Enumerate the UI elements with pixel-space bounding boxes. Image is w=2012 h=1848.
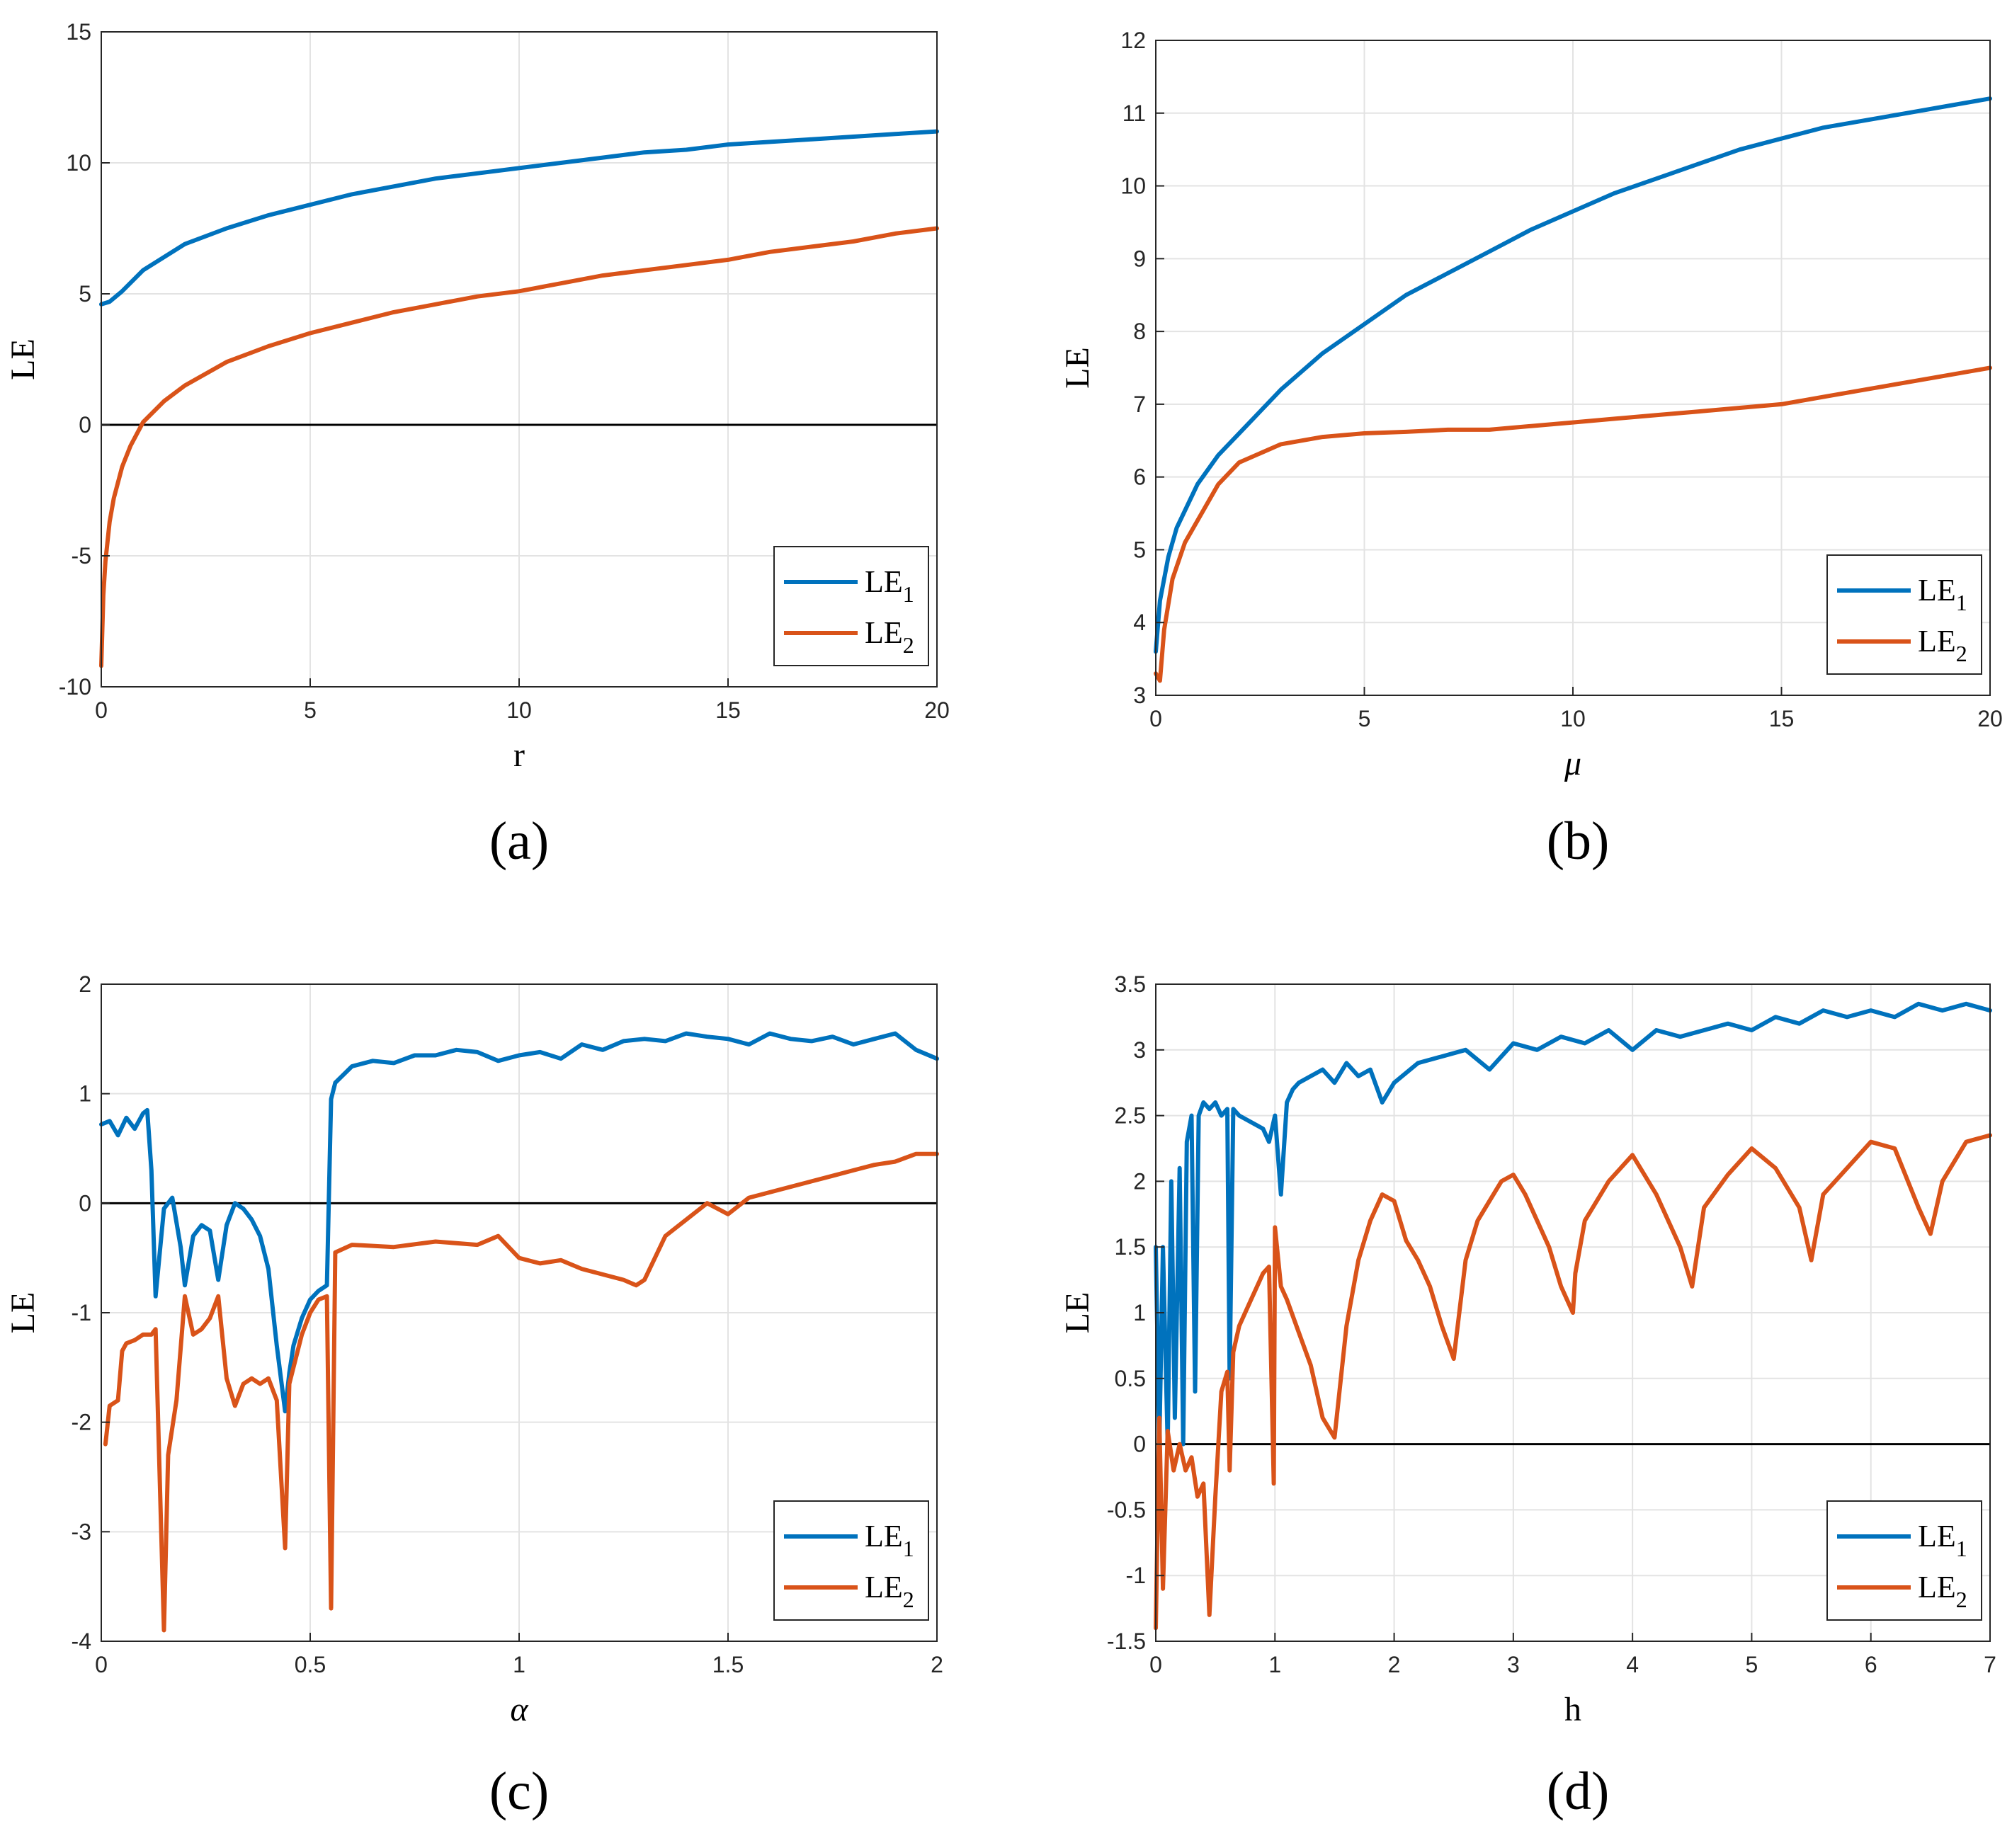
legend-box — [773, 546, 929, 666]
x-tick-label: 1 — [1268, 1652, 1281, 1677]
y-tick-label: 1 — [79, 1081, 91, 1107]
legend-label: LE2 — [1918, 1570, 1967, 1612]
y-tick-label: 2 — [1133, 1168, 1146, 1194]
series-line-le2 — [1154, 1133, 1992, 1631]
legend-label: LE1 — [1918, 573, 1967, 615]
legend-label: LE1 — [865, 1519, 914, 1561]
y-axis-label: LE — [4, 1292, 42, 1334]
x-tick-label: 5 — [1358, 706, 1371, 731]
x-tick-label: 7 — [1984, 1652, 1996, 1677]
x-axis-label: μ — [1564, 745, 1581, 782]
y-tick-label: -3 — [72, 1519, 91, 1544]
y-tick-label: 7 — [1133, 392, 1146, 417]
y-tick-label: 0 — [79, 1190, 91, 1216]
y-tick-label: -1.5 — [1107, 1629, 1146, 1654]
x-tick-label: 20 — [1977, 706, 2003, 731]
y-tick-label: 0.5 — [1115, 1366, 1146, 1391]
y-tick-label: 10 — [1120, 173, 1146, 199]
y-tick-label: 0 — [1133, 1432, 1146, 1457]
x-tick-label: 1 — [513, 1652, 525, 1677]
legend-box — [1826, 554, 1982, 675]
legend-box — [1826, 1500, 1982, 1621]
y-tick-label: 9 — [1133, 246, 1146, 271]
x-axis-label: r — [513, 736, 525, 774]
series-line-le2 — [1154, 365, 1992, 683]
y-axis-label: LE — [4, 338, 42, 380]
y-tick-label: -1 — [1126, 1563, 1146, 1588]
y-tick-label: 1.5 — [1115, 1234, 1146, 1260]
y-tick-label: 10 — [66, 150, 91, 176]
y-tick-label: -10 — [59, 674, 91, 700]
x-tick-label: 3 — [1507, 1652, 1520, 1677]
legend-label: LE2 — [865, 615, 914, 658]
x-tick-label: 0 — [1149, 706, 1162, 731]
x-tick-label: 5 — [1746, 1652, 1758, 1677]
y-tick-label: 12 — [1120, 28, 1146, 53]
y-tick-label: 1 — [1133, 1300, 1146, 1325]
legend-label: LE1 — [865, 564, 914, 607]
legend-box — [773, 1500, 929, 1621]
x-tick-label: 0.5 — [295, 1652, 326, 1677]
y-tick-label: 2.5 — [1115, 1103, 1146, 1129]
x-tick-label: 10 — [1560, 706, 1586, 731]
legend-label: LE2 — [1918, 624, 1967, 666]
x-axis-label: α — [510, 1691, 528, 1728]
y-axis-label: LE — [1059, 347, 1096, 389]
y-tick-label: 8 — [1133, 319, 1146, 344]
y-tick-label: 5 — [79, 281, 91, 307]
y-tick-label: 4 — [1133, 610, 1146, 635]
y-tick-label: -4 — [72, 1629, 91, 1654]
y-tick-label: 15 — [66, 19, 91, 45]
y-tick-label: -0.5 — [1107, 1497, 1146, 1522]
panel-label: (a) — [489, 811, 549, 871]
legend-label: LE2 — [865, 1570, 914, 1612]
y-tick-label: 2 — [79, 971, 91, 997]
x-tick-label: 2 — [931, 1652, 943, 1677]
y-tick-label: 11 — [1122, 101, 1146, 126]
x-tick-label: 0 — [1149, 1652, 1162, 1677]
y-tick-label: 3.5 — [1115, 971, 1146, 997]
x-tick-label: 10 — [506, 697, 532, 723]
x-tick-label: 6 — [1865, 1652, 1877, 1677]
chart-panel: 0 1 2 3 4 5 6 7 -1.5 -1 -0.5 0 0.5 1 1.5 2 2.5 3 3.5 h LE LE1… — [1059, 971, 1996, 1821]
panel-label: (d) — [1547, 1762, 1610, 1821]
series-line-le1 — [1154, 1001, 1992, 1447]
x-tick-label: 15 — [1769, 706, 1795, 731]
series-line-le1 — [99, 129, 939, 307]
x-tick-label: 20 — [924, 697, 950, 723]
series-line-le1 — [99, 1031, 939, 1414]
y-tick-label: -2 — [72, 1410, 91, 1435]
y-tick-label: 5 — [1133, 537, 1146, 562]
panel-label: (b) — [1547, 811, 1610, 871]
panel-label: (c) — [489, 1762, 549, 1821]
x-tick-label: 5 — [304, 697, 317, 723]
y-tick-label: 0 — [79, 412, 91, 438]
x-tick-label: 4 — [1626, 1652, 1639, 1677]
y-tick-label: -5 — [72, 543, 91, 569]
x-tick-label: 0 — [95, 1652, 108, 1677]
series-line-le2 — [99, 226, 939, 668]
x-axis-label: h — [1564, 1691, 1581, 1728]
y-axis-label: LE — [1059, 1292, 1096, 1334]
y-tick-label: -1 — [72, 1300, 91, 1325]
y-tick-label: 3 — [1133, 683, 1146, 708]
legend-label: LE1 — [1918, 1519, 1967, 1561]
y-tick-label: 3 — [1133, 1037, 1146, 1063]
x-tick-label: 0 — [95, 697, 108, 723]
x-tick-label: 15 — [715, 697, 741, 723]
series-line-le1 — [1154, 96, 1992, 654]
y-tick-label: 6 — [1133, 464, 1146, 490]
x-tick-label: 2 — [1388, 1652, 1401, 1677]
x-tick-label: 1.5 — [712, 1652, 744, 1677]
series-line-le2 — [103, 1151, 939, 1633]
